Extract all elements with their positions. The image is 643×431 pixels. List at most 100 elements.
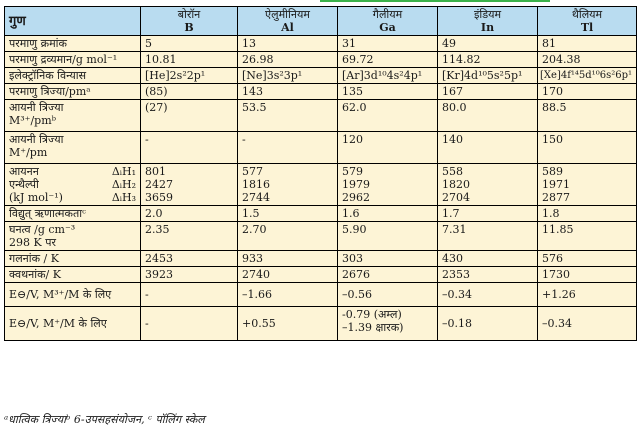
cell: 1.7	[437, 205, 538, 222]
cell: –0.18	[437, 306, 538, 341]
cell: 589 1971 2877	[537, 163, 637, 206]
row-e-m1: E⊖/V, M⁺/M के लिए - +0.55 -0.79 (अम्ल) –…	[4, 306, 637, 341]
cell: 1.6	[337, 205, 438, 222]
row-label-line: आयनन	[9, 165, 39, 178]
cell-line: 3659	[145, 191, 173, 204]
cell-line: –1.39 क्षारक)	[342, 321, 404, 334]
row-atomic-radius: परमाणु त्रिज्या/pmᵃ (85) 143 135 167 170	[4, 83, 637, 100]
cell: 1.8	[537, 205, 637, 222]
cell: 120	[337, 131, 438, 164]
group13-properties-table: गुण बोरॉन B ऐलुमीनियम Al गैलीयम Ga इंडिय…	[4, 6, 637, 341]
element-symbol: Tl	[580, 21, 594, 34]
cell-line: 589	[542, 165, 563, 178]
element-symbol: B	[184, 21, 194, 34]
cell: 26.98	[237, 51, 338, 68]
ionization-sub-label: ΔᵢH₃	[111, 191, 136, 204]
cell: (85)	[140, 83, 238, 100]
element-header-boron: बोरॉन B	[140, 6, 238, 36]
row-electronic-config: इलेक्ट्रॉनिक विन्यास [He]2s²2p¹ [Ne]3s²3…	[4, 67, 637, 84]
cell-line: 2962	[342, 191, 370, 204]
row-label-line: घनत्व /g cm⁻³	[9, 223, 76, 236]
cell: 13	[237, 35, 338, 52]
row-melting-point: गलनांक / K 2453 933 303 430 576	[4, 250, 637, 267]
cell: 7.31	[437, 221, 538, 251]
element-header-gallium: गैलीयम Ga	[337, 6, 438, 36]
row-label: E⊖/V, M³⁺/M के लिए	[4, 282, 141, 307]
row-e-m3: E⊖/V, M³⁺/M के लिए - –1.66 –0.56 –0.34 +…	[4, 282, 637, 307]
cell: 1730	[537, 266, 637, 283]
row-label: क्वथनांक/ K	[4, 266, 141, 283]
cell-line: 579	[342, 165, 363, 178]
cell: 1.5	[237, 205, 338, 222]
cell: 53.5	[237, 99, 338, 132]
cell: +0.55	[237, 306, 338, 341]
cell-line: 2877	[542, 191, 570, 204]
cell-line: 1816	[242, 178, 270, 191]
cell: 303	[337, 250, 438, 267]
element-name: बोरॉन	[177, 8, 201, 21]
cell: -	[140, 131, 238, 164]
cell: 150	[537, 131, 637, 164]
ionization-sub-label: ΔᵢH₂	[111, 178, 136, 191]
element-name: गैलीयम	[372, 8, 403, 21]
cell: -	[140, 282, 238, 307]
row-electronegativity: विद्युत् ऋणात्मकताᶜ 2.0 1.5 1.6 1.7 1.8	[4, 205, 637, 222]
element-header-thallium: थैलियम Tl	[537, 6, 637, 36]
cell: 2.70	[237, 221, 338, 251]
cell: –0.34	[437, 282, 538, 307]
row-label-line: आयनी त्रिज्या	[9, 101, 64, 114]
row-label-line: M³⁺/pmᵇ	[9, 114, 57, 127]
cell: 577 1816 2744	[237, 163, 338, 206]
cell: 135	[337, 83, 438, 100]
cell: 88.5	[537, 99, 637, 132]
row-ionization-enthalpy: आयनन एन्थैल्पी (kJ mol⁻¹) ΔᵢH₁ ΔᵢH₂ ΔᵢH₃…	[4, 163, 637, 206]
header-row: गुण बोरॉन B ऐलुमीनियम Al गैलीयम Ga इंडिय…	[4, 6, 637, 36]
cell: 31	[337, 35, 438, 52]
cell: –1.66	[237, 282, 338, 307]
cell-line: -0.79 (अम्ल)	[342, 308, 402, 321]
cell-line: 1979	[342, 178, 370, 191]
cell: 430	[437, 250, 538, 267]
cell-line: 558	[442, 165, 463, 178]
cell: 2.35	[140, 221, 238, 251]
row-label: घनत्व /g cm⁻³ 298 K पर	[4, 221, 141, 251]
cell: -	[140, 306, 238, 341]
row-label: इलेक्ट्रॉनिक विन्यास	[4, 67, 141, 84]
row-label-line: आयनी त्रिज्या	[9, 133, 64, 146]
cell: 2.0	[140, 205, 238, 222]
cell: 62.0	[337, 99, 438, 132]
cell: 140	[437, 131, 538, 164]
cell: 170	[537, 83, 637, 100]
cell: 3923	[140, 266, 238, 283]
cell: 801 2427 3659	[140, 163, 238, 206]
cell: [He]2s²2p¹	[140, 67, 238, 84]
cell: [Ne]3s²3p¹	[237, 67, 338, 84]
row-ionic-radius-3: आयनी त्रिज्या M³⁺/pmᵇ (27) 53.5 62.0 80.…	[4, 99, 637, 132]
element-header-indium: इंडियम In	[437, 6, 538, 36]
element-symbol: In	[480, 21, 495, 34]
cell: 143	[237, 83, 338, 100]
cell: +1.26	[537, 282, 637, 307]
row-label: परमाणु क्रमांक	[4, 35, 141, 52]
row-label: परमाणु द्रव्यमान/g mol⁻¹	[4, 51, 141, 68]
row-label: परमाणु त्रिज्या/pmᵃ	[4, 83, 141, 100]
footnote: ᵃधात्विक त्रिज्याᵇ 6-उपसहसंयोजन, ᶜ पॉलिं…	[4, 413, 205, 426]
cell: 576	[537, 250, 637, 267]
cell: 5	[140, 35, 238, 52]
cell: 933	[237, 250, 338, 267]
row-atomic-mass: परमाणु द्रव्यमान/g mol⁻¹ 10.81 26.98 69.…	[4, 51, 637, 68]
row-label: आयनी त्रिज्या M⁺/pm	[4, 131, 141, 164]
cell: –0.56	[337, 282, 438, 307]
row-boiling-point: क्वथनांक/ K 3923 2740 2676 2353 1730	[4, 266, 637, 283]
cell-line: 2427	[145, 178, 173, 191]
cell-line: 801	[145, 165, 166, 178]
cell: 11.85	[537, 221, 637, 251]
cell: 81	[537, 35, 637, 52]
row-label: आयनी त्रिज्या M³⁺/pmᵇ	[4, 99, 141, 132]
row-atomic-number: परमाणु क्रमांक 5 13 31 49 81	[4, 35, 637, 52]
row-label: गलनांक / K	[4, 250, 141, 267]
cell: [Ar]3d¹⁰4s²4p¹	[337, 67, 438, 84]
cell-line: 2744	[242, 191, 270, 204]
cell-line: 1820	[442, 178, 470, 191]
cell: 579 1979 2962	[337, 163, 438, 206]
